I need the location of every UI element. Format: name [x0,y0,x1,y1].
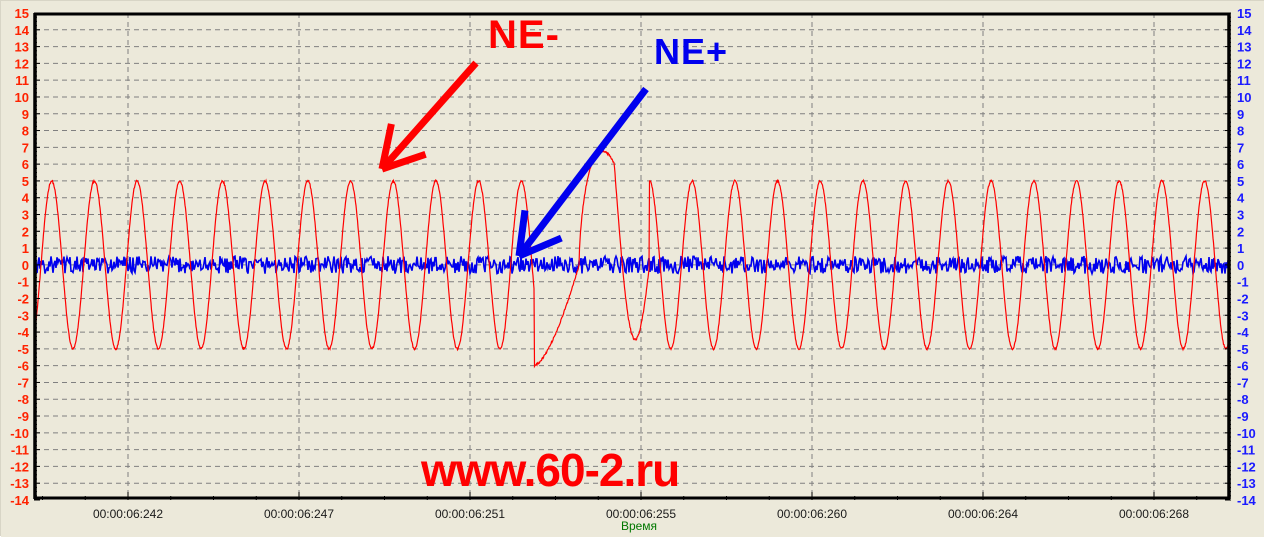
y-axis-left-tick-label: 11 [15,73,29,88]
y-axis-right-tick-label: 12 [1237,56,1251,71]
y-axis-left-tick-label: 4 [22,191,30,206]
y-axis-right-tick-label: -9 [1237,409,1249,424]
y-axis-right-tick-label: 5 [1237,174,1244,189]
annotation-arrow-barb-1-ne-minus [380,150,427,173]
y-axis-right-tick-label: -7 [1237,375,1249,390]
y-axis-left-tick-label: 0 [22,258,29,273]
y-axis-left-tick-label: -7 [17,375,29,390]
axis-labels-left: 1514131211109876543210-1-2-3-4-5-6-7-8-9… [10,6,30,508]
x-axis-title: Время [621,519,657,533]
y-axis-left-tick-label: 10 [15,90,29,105]
y-axis-right-tick-label: 11 [1237,73,1251,88]
y-axis-right-tick-label: 13 [1237,40,1251,55]
y-axis-left-tick-label: 3 [22,208,29,223]
y-axis-left-tick-label: -13 [10,476,29,491]
y-axis-right-tick-label: -11 [1237,443,1255,458]
axis-labels-x: 00:00:06:242 00:00:06:247 00:00:06:251 00:0… [93,507,1189,521]
axis-ticks-left [34,12,40,501]
y-axis-right-tick-label: 10 [1237,90,1251,105]
plot-area-background [35,14,1229,499]
y-axis-right-tick-label: -13 [1237,476,1256,491]
y-axis-right-tick-label: 4 [1237,191,1245,206]
y-axis-right-tick-label: 1 [1237,241,1244,256]
y-axis-left-tick-label: -11 [11,443,29,458]
y-axis-left-tick-label: 14 [15,23,30,38]
y-axis-right-tick-label: -3 [1237,308,1249,323]
y-axis-left-tick-label: 7 [22,140,29,155]
annotation-arrow-shaft-ne-minus [379,60,479,172]
y-axis-left-tick-label: -1 [17,275,29,290]
y-axis-right-tick-label: -6 [1237,359,1249,374]
y-axis-left-tick-label: 13 [15,40,29,55]
annotation-arrow-barb-1-ne-plus [517,234,563,260]
annotation-arrow-barb-0-ne-minus [378,123,395,170]
x-axis-tick-label: 00:00:06:268 [1119,507,1189,521]
watermark: www.60-2.ru [420,444,679,496]
y-axis-left-tick-label: 12 [15,56,29,71]
y-axis-right-tick-label: 9 [1237,107,1244,122]
y-axis-left-tick-label: -4 [17,325,29,340]
y-axis-left-tick-label: 2 [22,224,29,239]
x-axis-tick-label: 00:00:06:247 [264,507,334,521]
y-axis-right-tick-label: 7 [1237,140,1244,155]
y-axis-right-tick-label: 8 [1237,124,1244,139]
y-axis-left-tick-label: -2 [17,291,29,306]
x-axis-tick-label: 00:00:06:264 [948,507,1018,521]
axis-ticks-right [1225,12,1231,501]
x-axis-tick-label: 00:00:06:242 [93,507,163,521]
annotation-ne-minus: NE- [378,13,560,173]
y-axis-left-tick-label: -5 [17,342,29,357]
y-axis-left-tick-label: -12 [10,459,29,474]
y-axis-right-tick-label: 6 [1237,157,1244,172]
y-axis-left-tick-label: -3 [17,308,29,323]
y-axis-left-tick-label: -14 [10,493,30,508]
y-axis-right-tick-label: 2 [1237,224,1244,239]
y-axis-right-tick-label: 14 [1237,23,1252,38]
y-axis-left-tick-label: -9 [17,409,29,424]
y-axis-right-tick-label: -5 [1237,342,1249,357]
annotation-ne-plus: NE+ [515,31,728,260]
y-axis-right-tick-label: 3 [1237,208,1244,223]
x-axis-tick-label: 00:00:06:260 [777,507,847,521]
y-axis-right-tick-label: -12 [1237,459,1256,474]
y-axis-left-tick-label: 1 [22,241,29,256]
y-axis-right-tick-label: 0 [1237,258,1244,273]
annotation-arrow-shaft-ne-plus [516,86,649,259]
y-axis-left-tick-label: 5 [22,174,29,189]
axis-labels-right: 1514131211109876543210-1-2-3-4-5-6-7-8-9… [1237,6,1257,508]
series-ne-minus [35,148,1229,369]
y-axis-left-tick-label: 15 [15,6,29,21]
annotation-label-ne-plus: NE+ [654,31,728,72]
y-axis-right-tick-label: -4 [1237,325,1249,340]
y-axis-right-tick-label: -14 [1237,493,1257,508]
y-axis-right-tick-label: 15 [1237,6,1251,21]
y-axis-left-tick-label: 8 [22,124,29,139]
y-axis-right-tick-label: -2 [1237,291,1249,306]
y-axis-left-tick-label: 6 [22,157,29,172]
y-axis-left-tick-label: 9 [22,107,29,122]
y-axis-right-tick-label: -10 [1237,426,1256,441]
x-axis-tick-label: 00:00:06:255 [606,507,676,521]
axis-ticks-bottom [42,492,1198,500]
y-axis-left-tick-label: -6 [17,359,29,374]
annotation-label-ne-minus: NE- [488,13,560,57]
y-axis-right-tick-label: -8 [1237,392,1249,407]
x-axis-tick-label: 00:00:06:251 [435,507,505,521]
series-ne-plus [35,253,1229,277]
y-axis-right-tick-label: -1 [1237,275,1249,290]
y-axis-left-tick-label: -10 [10,426,29,441]
annotation-arrow-barb-0-ne-plus [515,209,529,257]
y-axis-left-tick-label: -8 [17,392,29,407]
